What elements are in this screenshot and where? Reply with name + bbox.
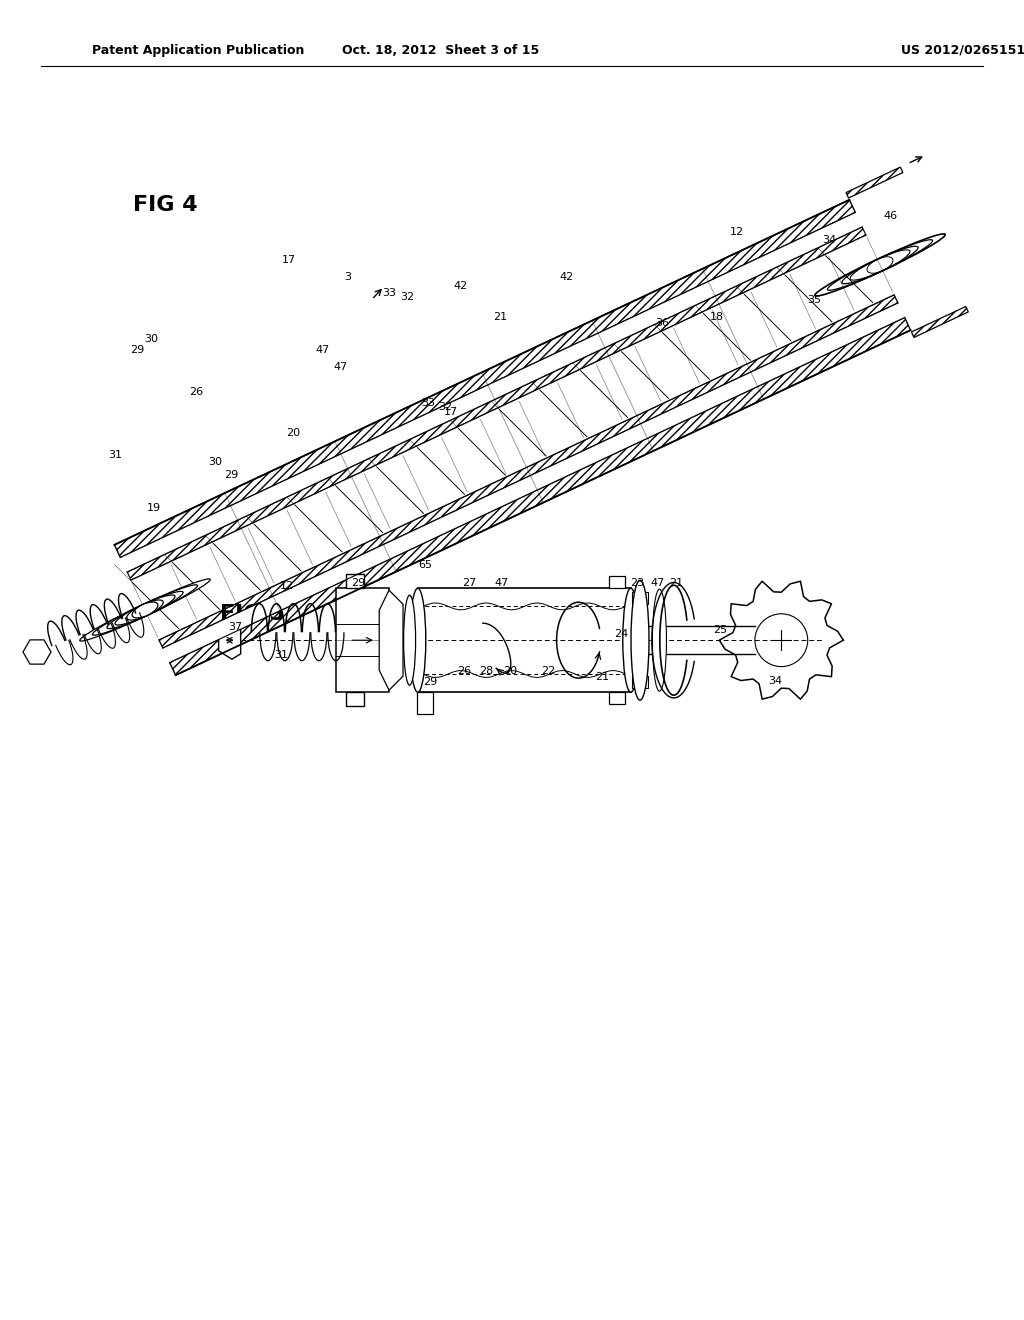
Text: Oct. 18, 2012  Sheet 3 of 15: Oct. 18, 2012 Sheet 3 of 15 [342,44,539,57]
Text: 23: 23 [630,578,644,589]
Polygon shape [127,227,866,579]
Polygon shape [379,590,403,690]
Text: 3: 3 [345,272,351,282]
Text: 35: 35 [807,294,821,305]
Polygon shape [159,294,898,648]
Text: FIG 4: FIG 4 [133,194,198,215]
Polygon shape [121,213,862,572]
Text: 47: 47 [650,578,665,589]
Text: 47: 47 [495,578,509,589]
Polygon shape [23,640,51,664]
Text: 22: 22 [541,665,555,676]
Text: 21: 21 [669,578,683,589]
Text: 25: 25 [713,624,727,635]
Text: 12: 12 [280,581,294,591]
Ellipse shape [403,595,416,685]
Ellipse shape [92,585,198,635]
Text: 29: 29 [423,677,437,688]
Text: 24: 24 [614,628,629,639]
Text: 46: 46 [884,211,898,222]
Text: 37: 37 [228,622,243,632]
Text: 21: 21 [493,312,507,322]
Text: 42: 42 [559,272,573,282]
Text: 30: 30 [208,457,222,467]
Text: 26: 26 [189,387,204,397]
Text: 31: 31 [274,649,289,660]
Text: FIG 5: FIG 5 [220,603,285,624]
Ellipse shape [623,589,639,692]
Ellipse shape [115,595,175,624]
Text: 29: 29 [224,470,239,480]
Text: 47: 47 [315,345,330,355]
Polygon shape [632,593,648,605]
Text: 65: 65 [418,560,432,570]
Polygon shape [345,574,364,589]
Text: 36: 36 [655,318,670,329]
Text: 17: 17 [443,407,458,417]
Text: 42: 42 [454,281,468,292]
Text: 34: 34 [822,235,837,246]
Text: 34: 34 [768,676,782,686]
Text: 29: 29 [130,345,144,355]
Polygon shape [159,294,898,648]
Polygon shape [336,589,389,692]
Text: 12: 12 [730,227,744,238]
Polygon shape [417,692,433,714]
Text: 47: 47 [334,362,348,372]
Text: 32: 32 [400,292,415,302]
Ellipse shape [106,591,183,628]
Text: 20: 20 [503,665,517,676]
Text: 21: 21 [595,672,609,682]
Ellipse shape [631,581,649,700]
Ellipse shape [80,579,210,642]
Ellipse shape [652,589,667,692]
Text: 18: 18 [710,312,724,322]
Ellipse shape [127,601,163,620]
Text: 31: 31 [108,450,122,461]
Text: US 2012/0265151 A1: US 2012/0265151 A1 [901,44,1024,57]
Text: 28: 28 [479,665,494,676]
Text: 29: 29 [351,578,366,589]
Text: 32: 32 [438,401,453,412]
Polygon shape [609,692,625,704]
Text: 33: 33 [421,397,435,408]
Polygon shape [345,692,364,706]
Text: 17: 17 [282,255,296,265]
Ellipse shape [410,589,426,692]
Text: Patent Application Publication: Patent Application Publication [92,44,304,57]
Polygon shape [609,577,625,589]
Ellipse shape [132,602,158,618]
Text: 30: 30 [144,334,159,345]
Text: 26: 26 [457,665,471,676]
Text: 27: 27 [462,578,476,589]
Text: 20: 20 [286,428,300,438]
Polygon shape [632,676,648,688]
Polygon shape [163,304,904,663]
Polygon shape [131,235,894,640]
Polygon shape [219,622,241,659]
Text: 19: 19 [146,503,161,513]
Text: 33: 33 [382,288,396,298]
